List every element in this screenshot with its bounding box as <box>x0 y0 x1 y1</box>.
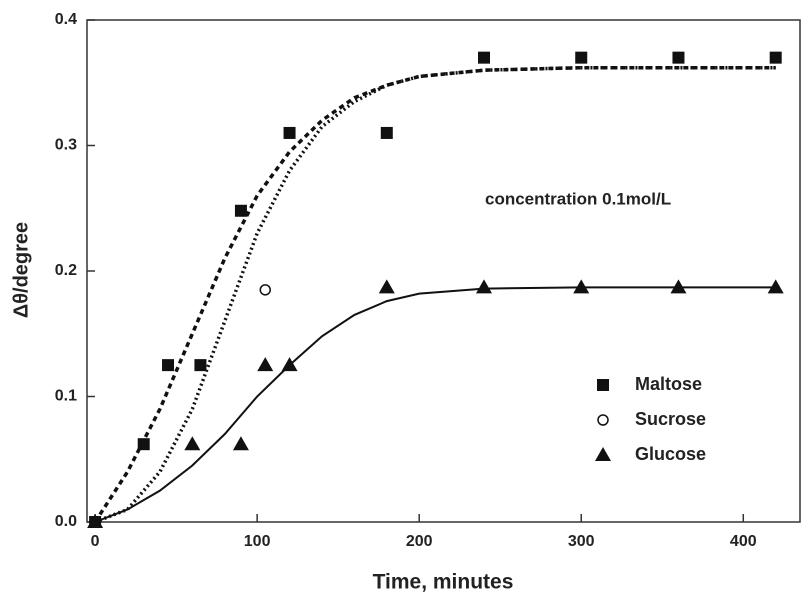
annotation: concentration 0.1mol/L <box>485 189 671 208</box>
y-tick-label: 0.2 <box>55 262 77 279</box>
marker-square <box>380 126 393 139</box>
marker-square <box>234 204 247 217</box>
legend-label: Maltose <box>635 374 702 394</box>
x-axis-label: Time, minutes <box>373 571 514 594</box>
marker-circle <box>575 51 587 64</box>
legend-label: Glucose <box>635 444 706 464</box>
marker-triangle <box>257 357 274 372</box>
legend-marker <box>595 447 611 461</box>
fit-curve <box>94 286 776 523</box>
marker-circle <box>283 127 296 139</box>
fit-curve <box>93 65 776 523</box>
marker-square <box>672 51 685 64</box>
marker-circle <box>235 205 247 217</box>
marker-triangle <box>281 357 298 372</box>
marker-triangle <box>573 279 590 294</box>
legend-marker <box>597 379 609 391</box>
marker-circle <box>478 51 490 64</box>
y-tick-label: 0.1 <box>55 388 77 405</box>
marker-triangle <box>184 436 201 451</box>
y-tick-label: 0.4 <box>55 11 77 28</box>
marker-circle <box>769 51 782 64</box>
marker-circle <box>381 127 393 139</box>
marker-circle <box>672 51 685 64</box>
y-tick-label: 0.0 <box>55 513 77 530</box>
marker-triangle <box>670 279 687 294</box>
y-tick-label: 0.3 <box>55 137 77 154</box>
x-tick-label: 200 <box>406 533 433 550</box>
x-tick-label: 300 <box>568 533 595 550</box>
marker-circle <box>259 284 271 296</box>
marker-triangle <box>476 279 493 294</box>
marker-square <box>162 359 175 372</box>
marker-square <box>137 438 150 451</box>
x-tick-label: 400 <box>730 533 757 550</box>
legend-marker <box>597 414 609 426</box>
marker-triangle <box>767 279 784 294</box>
legend-label: Sucrose <box>635 409 706 429</box>
marker-square <box>194 359 207 372</box>
marker-triangle <box>232 436 249 451</box>
marker-square <box>478 51 491 64</box>
marker-triangle <box>87 514 104 528</box>
marker-square <box>575 51 588 64</box>
marker-triangle <box>378 279 395 294</box>
x-tick-label: 0 <box>91 533 100 550</box>
marker-square <box>769 51 782 64</box>
y-axis-label: Δθ/degree <box>10 222 32 318</box>
x-tick-label: 100 <box>244 533 271 550</box>
marker-square <box>283 126 296 139</box>
